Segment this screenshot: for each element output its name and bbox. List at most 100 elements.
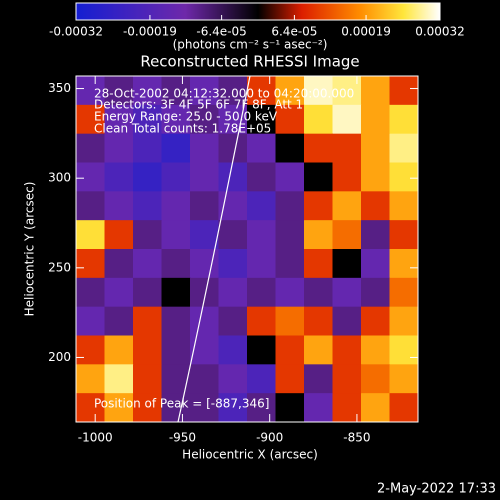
colorbar-tick-label: -0.00019: [123, 25, 177, 39]
pixel: [389, 220, 418, 250]
pixel: [332, 335, 362, 365]
pixel: [76, 76, 105, 106]
pixel: [218, 249, 248, 279]
pixel: [76, 220, 105, 250]
pixel: [247, 191, 276, 221]
pixel: [247, 133, 276, 163]
pixel: [361, 335, 390, 365]
x-axis-label: Heliocentric X (arcsec): [182, 448, 318, 462]
pixel: [161, 191, 191, 221]
pixel: [389, 335, 418, 365]
pixel: [133, 335, 162, 365]
colorbar-tick-label: -0.00032: [49, 25, 103, 39]
x-tick-label: -950: [169, 431, 196, 445]
pixel: [218, 220, 248, 250]
pixel: [275, 162, 305, 192]
pixel: [104, 162, 134, 192]
pixel: [332, 277, 362, 308]
pixel: [304, 306, 333, 336]
pixel: [332, 191, 362, 221]
pixel: [275, 306, 305, 336]
pixel: [218, 76, 248, 106]
pixel: [161, 220, 191, 250]
pixel: [247, 76, 276, 106]
pixel: [104, 220, 134, 250]
y-tick-label: 350: [48, 81, 71, 95]
pixel: [133, 277, 162, 308]
pixel: [161, 162, 191, 192]
pixel: [304, 162, 333, 192]
pixel: [190, 335, 219, 365]
colorbar-tick-label: -6.4e-05: [196, 25, 246, 39]
pixel: [190, 306, 219, 336]
pixel: [389, 76, 418, 106]
pixel: [332, 133, 362, 163]
y-tick-label: 300: [48, 171, 71, 185]
y-axis-label: Heliocentric Y (arcsec): [23, 182, 37, 317]
pixel: [190, 393, 219, 422]
pixel: [190, 76, 219, 106]
pixel: [76, 162, 105, 192]
x-tick-label: -1000: [78, 431, 113, 445]
pixel: [304, 191, 333, 221]
pixel: [304, 133, 333, 163]
pixel: [218, 162, 248, 192]
pixel: [247, 249, 276, 279]
x-tick-label: -850: [343, 431, 370, 445]
pixel: [190, 220, 219, 250]
pixel: [361, 393, 390, 422]
pixel: [389, 306, 418, 336]
colorbar-tick-label: 6.4e-05: [271, 25, 317, 39]
pixel: [161, 364, 191, 394]
pixel: [275, 191, 305, 221]
pixel: [104, 335, 134, 365]
pixel: [361, 249, 390, 279]
pixel: [361, 133, 390, 163]
pixel: [275, 364, 305, 394]
pixel: [161, 249, 191, 279]
colorbar-tick-label: 0.00019: [341, 25, 391, 39]
chart-title: Reconstructed RHESSI Image: [140, 53, 359, 71]
pixel: [76, 364, 105, 394]
pixel: [190, 104, 219, 135]
pixel: [304, 220, 333, 250]
colorbar-tick-label: 0.00032: [415, 25, 465, 39]
y-tick-label: 250: [48, 260, 71, 274]
pixel: [247, 220, 276, 250]
pixel: [247, 393, 276, 422]
pixel: [104, 364, 134, 394]
pixel: [247, 335, 276, 365]
pixel: [361, 104, 390, 135]
pixel: [218, 393, 248, 422]
pixel: [190, 364, 219, 394]
pixel: [218, 306, 248, 336]
pixel: [275, 249, 305, 279]
colorbar-label: (photons cm⁻² s⁻¹ asec⁻²): [173, 38, 328, 52]
pixel: [190, 162, 219, 192]
pixel: [389, 133, 418, 163]
pixel: [361, 364, 390, 394]
pixel: [104, 191, 134, 221]
pixel: [361, 76, 390, 106]
pixel: [190, 191, 219, 221]
pixel: [275, 335, 305, 365]
pixel: [247, 162, 276, 192]
pixel: [190, 277, 219, 308]
pixel: [76, 191, 105, 221]
pixel: [161, 133, 191, 163]
pixel: [104, 249, 134, 279]
pixel: [133, 249, 162, 279]
y-tick-label: 200: [48, 350, 71, 364]
pixel: [275, 277, 305, 308]
pixel: [76, 335, 105, 365]
pixel: [104, 133, 134, 163]
pixel: [247, 364, 276, 394]
pixel: [389, 364, 418, 394]
pixel: [104, 393, 134, 422]
pixel: [332, 220, 362, 250]
pixel: [161, 277, 191, 308]
annotation: Energy Range: 25.0 - 50.0 keV: [94, 110, 278, 124]
pixel: [389, 249, 418, 279]
pixel: [218, 364, 248, 394]
